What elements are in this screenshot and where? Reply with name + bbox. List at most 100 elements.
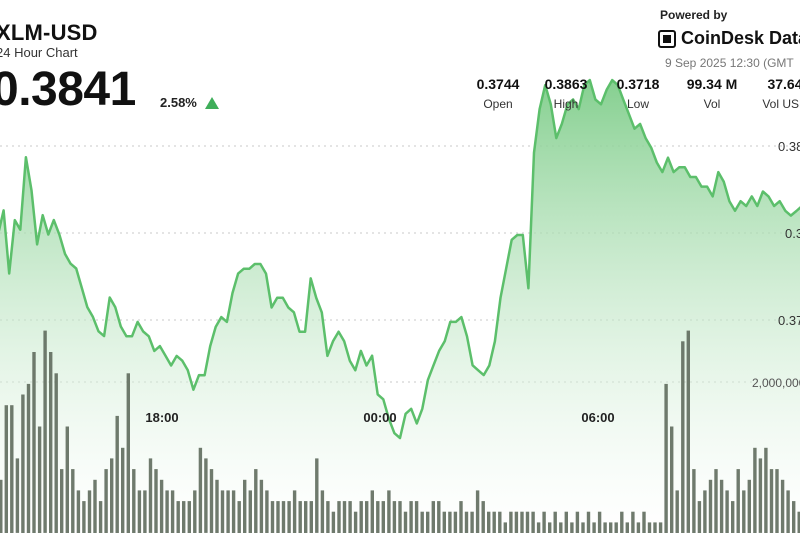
volume-bar bbox=[148, 458, 153, 533]
volume-bar bbox=[193, 490, 197, 533]
volume-bar bbox=[620, 511, 624, 533]
volume-bar bbox=[276, 501, 280, 533]
volume-bar bbox=[43, 330, 47, 533]
volume-bar bbox=[370, 490, 374, 533]
stat-value: 37.64 bbox=[767, 76, 800, 92]
volume-bar bbox=[747, 479, 751, 533]
volume-bar bbox=[392, 501, 397, 533]
x-tick-label: 00:00 bbox=[363, 410, 396, 425]
volume-bar bbox=[309, 501, 313, 533]
volume-bar bbox=[342, 501, 347, 533]
volume-bar bbox=[54, 373, 58, 533]
volume-bar bbox=[287, 501, 291, 533]
volume-bar bbox=[442, 511, 446, 533]
volume-bar bbox=[170, 490, 175, 533]
stat-value: 0.3718 bbox=[616, 76, 660, 92]
volume-bar bbox=[448, 511, 452, 533]
volume-bar bbox=[331, 511, 336, 533]
volume-bar bbox=[692, 469, 696, 533]
volume-bar bbox=[764, 447, 768, 533]
volume-bar bbox=[132, 469, 136, 533]
volume-bar bbox=[792, 501, 796, 533]
volume-bar bbox=[525, 511, 530, 533]
brand-logo[interactable]: CoinDesk Data bbox=[658, 28, 800, 49]
volume-bar bbox=[348, 501, 352, 533]
volume-bar bbox=[503, 522, 507, 533]
stat-label: Low bbox=[626, 97, 649, 111]
volume-bar bbox=[559, 522, 563, 533]
up-arrow-icon bbox=[205, 97, 219, 109]
volume-bar bbox=[187, 501, 191, 533]
volume-bar bbox=[426, 511, 430, 533]
volume-bar bbox=[409, 501, 413, 533]
volume-bar bbox=[592, 522, 596, 533]
volume-bar bbox=[76, 490, 81, 533]
volume-bar bbox=[509, 511, 513, 533]
volume-bar bbox=[725, 490, 729, 533]
volume-bar bbox=[675, 490, 679, 533]
chart-subtitle: 24 Hour Chart bbox=[0, 45, 78, 60]
volume-bar bbox=[742, 490, 746, 533]
volume-bar bbox=[176, 501, 180, 533]
volume-bar bbox=[437, 501, 441, 533]
volume-bar bbox=[209, 469, 214, 533]
stat-value: 99.34 M bbox=[686, 76, 738, 92]
x-tick-label: 18:00 bbox=[145, 410, 178, 425]
stat-low: 0.3718 Low bbox=[598, 76, 678, 111]
volume-bar bbox=[631, 511, 635, 533]
stat-high: 0.3863 High bbox=[526, 76, 606, 111]
volume-bar bbox=[614, 522, 618, 533]
volume-bar bbox=[237, 501, 241, 533]
volume-bar bbox=[270, 501, 275, 533]
volume-bar bbox=[670, 426, 674, 533]
stat-vol-usd: 37.64 Vol USD bbox=[745, 76, 800, 111]
stat-label: Vol bbox=[703, 97, 721, 111]
volume-bar bbox=[26, 383, 31, 533]
volume-bar bbox=[586, 511, 591, 533]
stat-label: High bbox=[553, 97, 579, 111]
volume-bar bbox=[653, 522, 657, 533]
volume-bar bbox=[248, 490, 252, 533]
volume-bar bbox=[21, 394, 25, 533]
y-tick-label: 0.38 bbox=[778, 139, 800, 154]
volume-bar bbox=[719, 479, 724, 533]
volume-bar bbox=[281, 501, 286, 533]
volume-bar bbox=[708, 479, 713, 533]
volume-bar bbox=[49, 352, 53, 533]
volume-bar bbox=[204, 458, 208, 533]
volume-bar bbox=[536, 522, 541, 533]
y-tick-labels: 0.38 0.3 0.37 2,000,000 bbox=[752, 139, 800, 390]
volume-bar bbox=[398, 501, 402, 533]
volume-bar bbox=[753, 447, 757, 533]
volume-bar bbox=[431, 501, 435, 533]
volume-bar bbox=[636, 522, 641, 533]
volume-bar bbox=[4, 405, 8, 533]
volume-bar bbox=[775, 469, 779, 533]
volume-bar bbox=[697, 501, 702, 533]
volume-bar bbox=[220, 490, 225, 533]
chart-timestamp: 9 Sep 2025 12:30 (GMT bbox=[665, 56, 794, 70]
volume-bar bbox=[159, 479, 164, 533]
volume-bar bbox=[82, 501, 86, 533]
volume-bar bbox=[326, 501, 330, 533]
volume-bar bbox=[304, 501, 308, 533]
volume-bar bbox=[320, 490, 325, 533]
volume-bar bbox=[498, 511, 502, 533]
volume-bar bbox=[376, 501, 380, 533]
pair-title: XLM-USD bbox=[0, 20, 98, 45]
volume-bar bbox=[198, 447, 203, 533]
volume-bar bbox=[126, 373, 130, 533]
volume-bar bbox=[481, 501, 485, 533]
volume-bar bbox=[581, 522, 585, 533]
y-tick-label: 0.3 bbox=[785, 226, 800, 241]
volume-bar bbox=[736, 469, 740, 533]
volume-bar bbox=[71, 469, 75, 533]
volume-bar bbox=[254, 469, 258, 533]
volume-bar bbox=[60, 469, 64, 533]
volume-bar bbox=[609, 522, 613, 533]
volume-bar bbox=[315, 458, 319, 533]
volume-bar bbox=[98, 501, 103, 533]
price-area bbox=[0, 80, 800, 533]
volume-bar bbox=[553, 511, 557, 533]
volume-bar bbox=[154, 469, 158, 533]
